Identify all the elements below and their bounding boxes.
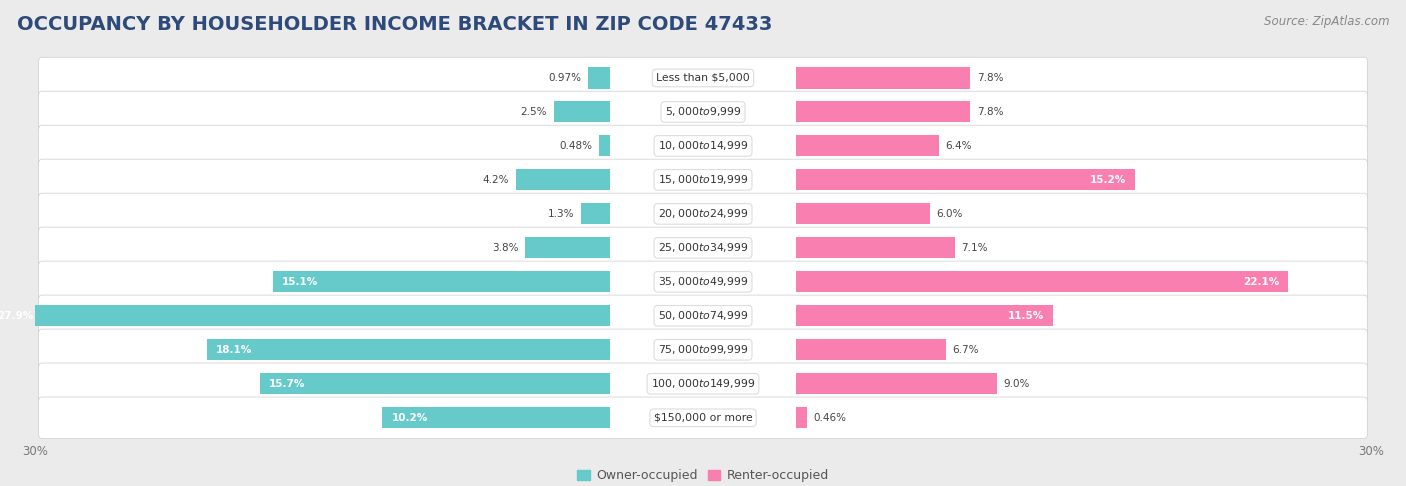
- Text: 27.9%: 27.9%: [0, 311, 34, 321]
- Bar: [273, 271, 609, 293]
- FancyBboxPatch shape: [38, 193, 1368, 235]
- FancyBboxPatch shape: [38, 125, 1368, 167]
- Bar: [599, 136, 609, 156]
- Text: 15.2%: 15.2%: [1090, 175, 1126, 185]
- FancyBboxPatch shape: [38, 397, 1368, 438]
- Text: 6.7%: 6.7%: [952, 345, 979, 355]
- FancyBboxPatch shape: [38, 57, 1368, 99]
- Text: 3.8%: 3.8%: [492, 243, 519, 253]
- Text: OCCUPANCY BY HOUSEHOLDER INCOME BRACKET IN ZIP CODE 47433: OCCUPANCY BY HOUSEHOLDER INCOME BRACKET …: [17, 15, 772, 34]
- Text: 18.1%: 18.1%: [215, 345, 252, 355]
- Text: 1.3%: 1.3%: [547, 209, 574, 219]
- Text: 9.0%: 9.0%: [1004, 379, 1031, 389]
- Bar: [796, 373, 997, 394]
- Text: 15.1%: 15.1%: [283, 277, 319, 287]
- Text: 6.0%: 6.0%: [936, 209, 963, 219]
- FancyBboxPatch shape: [38, 261, 1368, 303]
- Text: 0.48%: 0.48%: [560, 141, 592, 151]
- Legend: Owner-occupied, Renter-occupied: Owner-occupied, Renter-occupied: [572, 464, 834, 486]
- Text: Source: ZipAtlas.com: Source: ZipAtlas.com: [1264, 15, 1389, 28]
- Bar: [796, 237, 955, 259]
- Text: 2.5%: 2.5%: [520, 107, 547, 117]
- Text: 7.8%: 7.8%: [977, 107, 1004, 117]
- Text: $35,000 to $49,999: $35,000 to $49,999: [658, 276, 748, 288]
- Text: 7.8%: 7.8%: [977, 73, 1004, 83]
- FancyBboxPatch shape: [38, 91, 1368, 133]
- Text: 4.2%: 4.2%: [482, 175, 509, 185]
- Bar: [260, 373, 609, 394]
- Bar: [524, 237, 609, 259]
- FancyBboxPatch shape: [38, 363, 1368, 404]
- Bar: [796, 339, 946, 360]
- Text: 7.1%: 7.1%: [962, 243, 988, 253]
- Bar: [796, 407, 807, 428]
- Bar: [382, 407, 609, 428]
- Bar: [796, 68, 970, 88]
- Text: 10.2%: 10.2%: [391, 413, 427, 423]
- Text: 0.46%: 0.46%: [814, 413, 846, 423]
- Bar: [796, 203, 931, 225]
- Text: 0.97%: 0.97%: [548, 73, 581, 83]
- FancyBboxPatch shape: [38, 329, 1368, 370]
- Text: $10,000 to $14,999: $10,000 to $14,999: [658, 139, 748, 153]
- Text: $100,000 to $149,999: $100,000 to $149,999: [651, 377, 755, 390]
- Bar: [796, 305, 1053, 326]
- Bar: [554, 102, 609, 122]
- Bar: [207, 339, 609, 360]
- Text: $15,000 to $19,999: $15,000 to $19,999: [658, 174, 748, 187]
- Bar: [581, 203, 609, 225]
- Bar: [796, 136, 939, 156]
- Bar: [796, 102, 970, 122]
- FancyBboxPatch shape: [38, 295, 1368, 336]
- Text: 6.4%: 6.4%: [946, 141, 972, 151]
- FancyBboxPatch shape: [38, 159, 1368, 201]
- Text: $25,000 to $34,999: $25,000 to $34,999: [658, 242, 748, 254]
- Text: $20,000 to $24,999: $20,000 to $24,999: [658, 208, 748, 220]
- Bar: [588, 68, 609, 88]
- Bar: [516, 170, 609, 191]
- Bar: [796, 271, 1288, 293]
- Text: $50,000 to $74,999: $50,000 to $74,999: [658, 309, 748, 322]
- Text: $150,000 or more: $150,000 or more: [654, 413, 752, 423]
- Text: $75,000 to $99,999: $75,000 to $99,999: [658, 343, 748, 356]
- Text: 11.5%: 11.5%: [1007, 311, 1043, 321]
- Text: 15.7%: 15.7%: [269, 379, 305, 389]
- FancyBboxPatch shape: [38, 227, 1368, 269]
- Bar: [796, 170, 1135, 191]
- Text: 22.1%: 22.1%: [1243, 277, 1279, 287]
- Bar: [0, 305, 609, 326]
- Text: Less than $5,000: Less than $5,000: [657, 73, 749, 83]
- Text: $5,000 to $9,999: $5,000 to $9,999: [665, 105, 741, 119]
